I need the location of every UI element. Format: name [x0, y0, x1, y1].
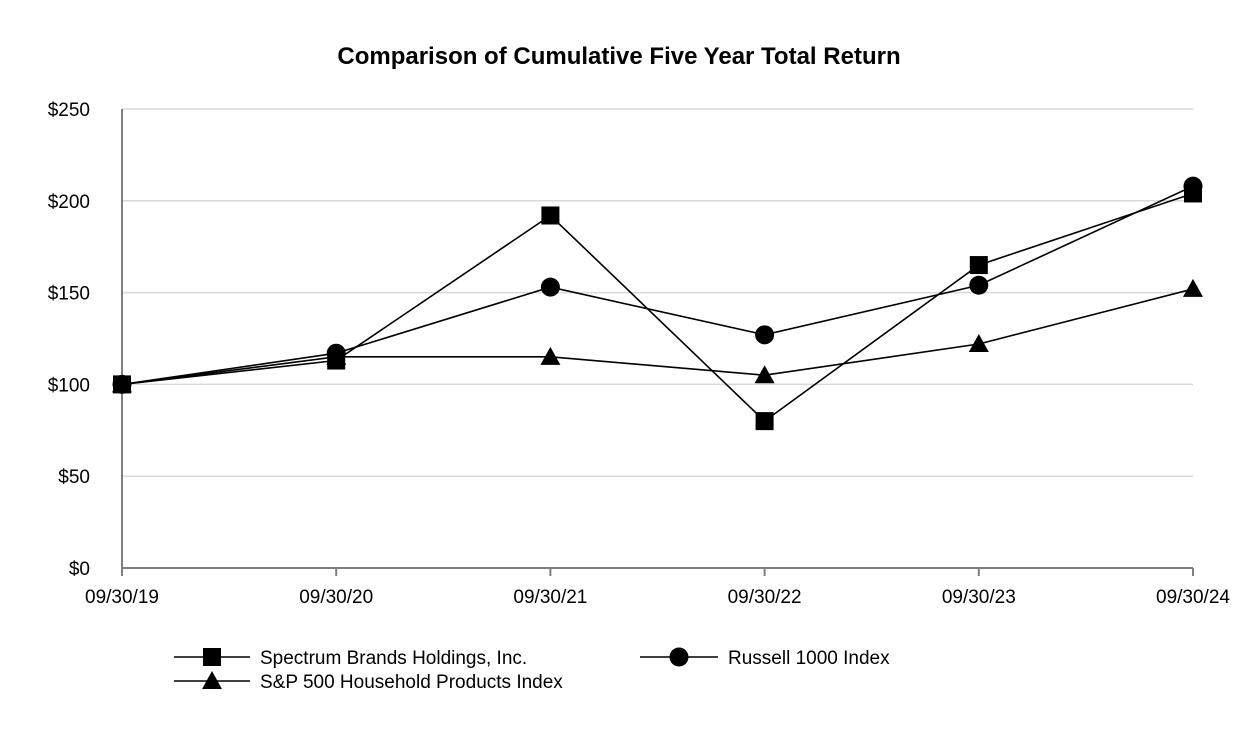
x-tick-label: 09/30/21: [513, 587, 587, 608]
data-point-circle: [540, 277, 560, 297]
data-point-circle: [1183, 176, 1203, 196]
series-line: [121, 185, 1194, 386]
data-point-square: [969, 256, 988, 275]
x-tick-label: 09/30/23: [942, 587, 1016, 608]
series-line: [121, 192, 1194, 423]
data-point-circle: [969, 275, 989, 295]
y-tick-label: $150: [48, 284, 90, 305]
legend-item: Russell 1000 Index: [640, 647, 890, 669]
data-point-square: [755, 412, 774, 431]
y-tick-label: $250: [48, 100, 90, 121]
data-point-circle: [755, 325, 775, 345]
legend-label: Russell 1000 Index: [728, 648, 890, 669]
chart-title: Comparison of Cumulative Five Year Total…: [337, 43, 900, 70]
data-point-triangle: [112, 374, 132, 393]
x-tick-label: 09/30/24: [1156, 587, 1230, 608]
data-point-square: [541, 206, 560, 225]
series-line: [121, 288, 1194, 386]
legend-marker-square: [203, 648, 221, 666]
legend-marker-circle: [669, 647, 689, 667]
y-tick-label: $100: [48, 375, 90, 396]
series-circle: [112, 176, 1203, 394]
x-tick-label: 09/30/22: [728, 587, 802, 608]
y-tick-label: $50: [58, 467, 90, 488]
axes: $0 $50 $100 $150 $200 $250 09/30/19 09/30/20 09/…: [48, 100, 1231, 608]
x-tick-label: 09/30/20: [299, 587, 373, 608]
legend-label: Spectrum Brands Holdings, Inc.: [260, 648, 527, 669]
data-point-triangle: [754, 365, 775, 384]
legend-item: S&P 500 Household Products Index: [174, 671, 563, 693]
series: [112, 176, 1203, 431]
y-tick-label: $200: [48, 192, 90, 213]
grid: [122, 108, 1193, 477]
data-point-triangle: [540, 346, 561, 365]
data-point-triangle: [326, 346, 347, 365]
series-square: [113, 184, 1202, 431]
legend-item: Spectrum Brands Holdings, Inc.: [174, 648, 527, 669]
legend-label: S&P 500 Household Products Index: [260, 672, 563, 693]
series-triangle: [112, 278, 1203, 393]
legend: Spectrum Brands Holdings, Inc. Russell 10…: [174, 647, 890, 693]
x-tick-label: 09/30/19: [85, 587, 159, 608]
data-point-triangle: [968, 334, 989, 353]
legend-marker-triangle: [202, 671, 222, 689]
data-point-triangle: [1183, 278, 1203, 297]
y-tick-label: $0: [69, 559, 90, 580]
